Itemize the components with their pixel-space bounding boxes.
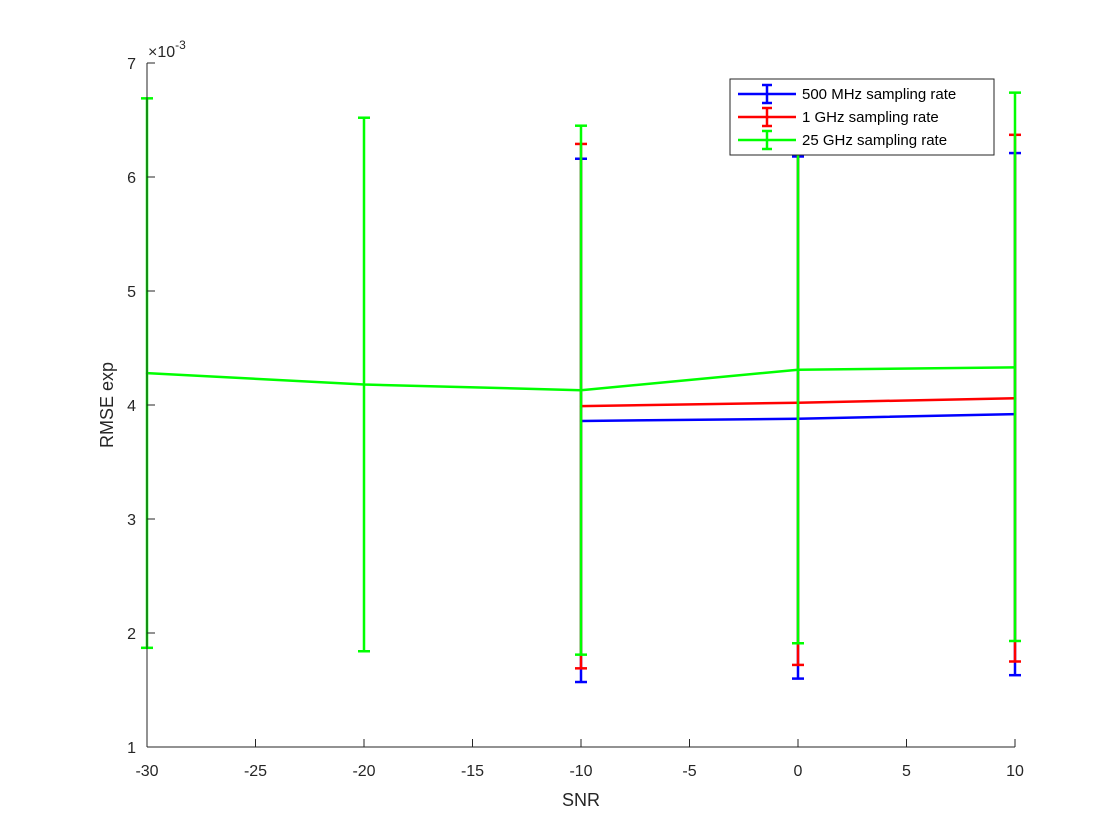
y-tick-label: 6 xyxy=(127,170,136,187)
legend-entry-label: 25 GHz sampling rate xyxy=(802,132,947,149)
legend[interactable]: 500 MHz sampling rate 1 GHz sampling rate… xyxy=(729,78,995,156)
x-tick-label: -30 xyxy=(135,763,158,780)
legend-entry-label: 500 MHz sampling rate xyxy=(802,86,956,103)
y-tick-label: 3 xyxy=(127,512,136,529)
x-tick-label: -20 xyxy=(352,763,375,780)
x-tick-label: -10 xyxy=(569,763,592,780)
series-line xyxy=(146,366,1016,392)
y-tick-label: 7 xyxy=(127,56,136,73)
x-tick-label: -25 xyxy=(244,763,267,780)
axes: -30 -25 -20 -15 -10 -5 0 5 10 1 2 3 4 5 6 7 xyxy=(127,56,1024,780)
y-tick-label: 1 xyxy=(127,740,136,757)
y-tick-label: 2 xyxy=(127,626,136,643)
x-tick-label: 5 xyxy=(902,763,911,780)
x-tick-label: -5 xyxy=(682,763,696,780)
x-tick-label: -15 xyxy=(461,763,484,780)
y-tick-label: 4 xyxy=(127,398,136,415)
x-tick-label: 10 xyxy=(1006,763,1024,780)
y-axis-label: RMSE exp xyxy=(97,362,117,448)
y-exponent-base: ×10 xyxy=(148,44,175,61)
x-tick-label: 0 xyxy=(794,763,803,780)
x-axis-label: SNR xyxy=(562,790,600,810)
y-tick-label: 5 xyxy=(127,284,136,301)
y-exponent-label: ×10-3 xyxy=(148,38,186,61)
legend-entry-label: 1 GHz sampling rate xyxy=(802,109,939,126)
y-exponent-power: -3 xyxy=(175,38,186,52)
